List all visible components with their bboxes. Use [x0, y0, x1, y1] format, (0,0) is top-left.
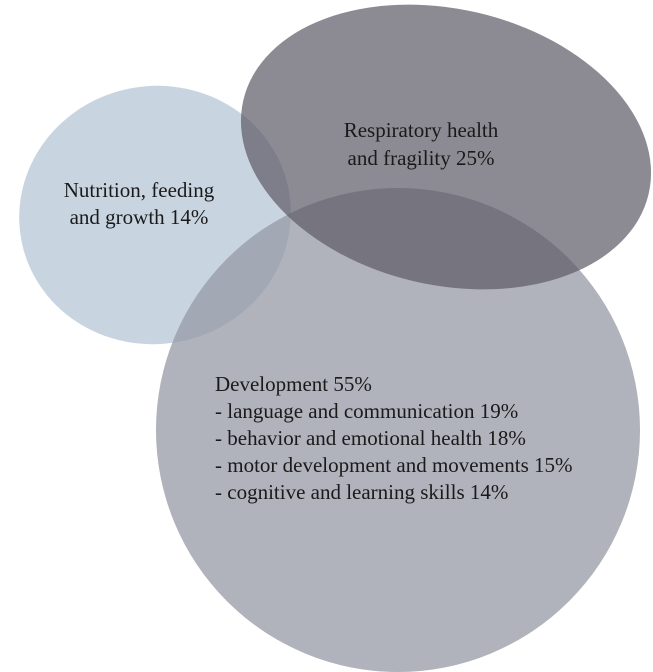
area-label: and fragility 25% — [348, 146, 495, 170]
development-area — [156, 188, 640, 672]
area-label: Development 55% — [215, 372, 372, 396]
area-label: Nutrition, feeding — [64, 178, 215, 202]
area-label: - motor development and movements 15% — [215, 453, 573, 477]
area-label: Respiratory health — [344, 118, 499, 142]
area-label: - cognitive and learning skills 14% — [215, 480, 508, 504]
area-label: - behavior and emotional health 18% — [215, 426, 526, 450]
area-label: and growth 14% — [70, 205, 209, 229]
area-label: - language and communication 19% — [215, 399, 518, 423]
respiratory-area — [240, 4, 652, 290]
